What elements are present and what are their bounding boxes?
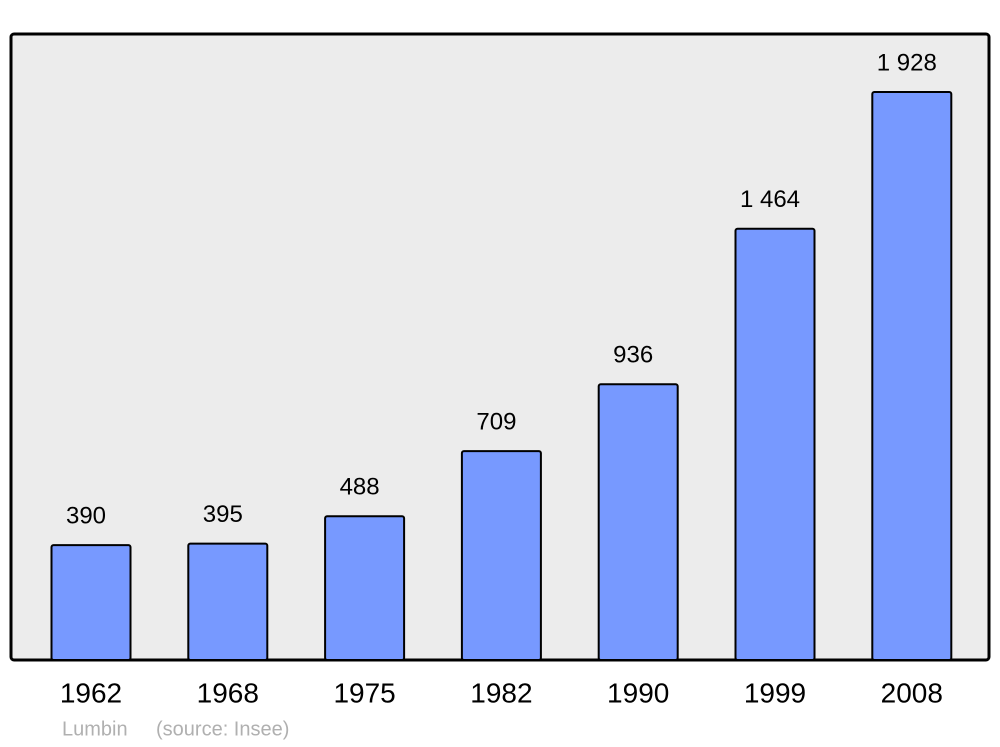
bar: [871, 91, 953, 661]
bar: [460, 450, 542, 661]
x-tick-label: 1990: [607, 677, 669, 708]
value-label: 936: [613, 342, 653, 369]
x-tick-label: 1968: [197, 677, 259, 708]
value-label: 395: [203, 501, 243, 528]
bar: [734, 227, 816, 662]
bar: [597, 383, 679, 661]
bar: [324, 515, 406, 661]
caption: Lumbin: [62, 718, 128, 740]
x-tick-label: 1962: [60, 677, 122, 708]
bar: [187, 542, 269, 661]
source: (source: Insee): [156, 718, 289, 740]
bar: [50, 544, 132, 662]
x-tick-label: 1975: [333, 677, 395, 708]
x-tick-label: 1982: [470, 677, 532, 708]
x-tick-label: 2008: [881, 677, 943, 708]
x-tick-label: 1999: [744, 677, 806, 708]
value-label: 709: [476, 408, 516, 435]
value-label: 488: [340, 474, 380, 501]
value-label: 1 464: [740, 186, 800, 213]
value-label: 390: [66, 502, 106, 529]
value-label: 1 928: [877, 49, 937, 76]
